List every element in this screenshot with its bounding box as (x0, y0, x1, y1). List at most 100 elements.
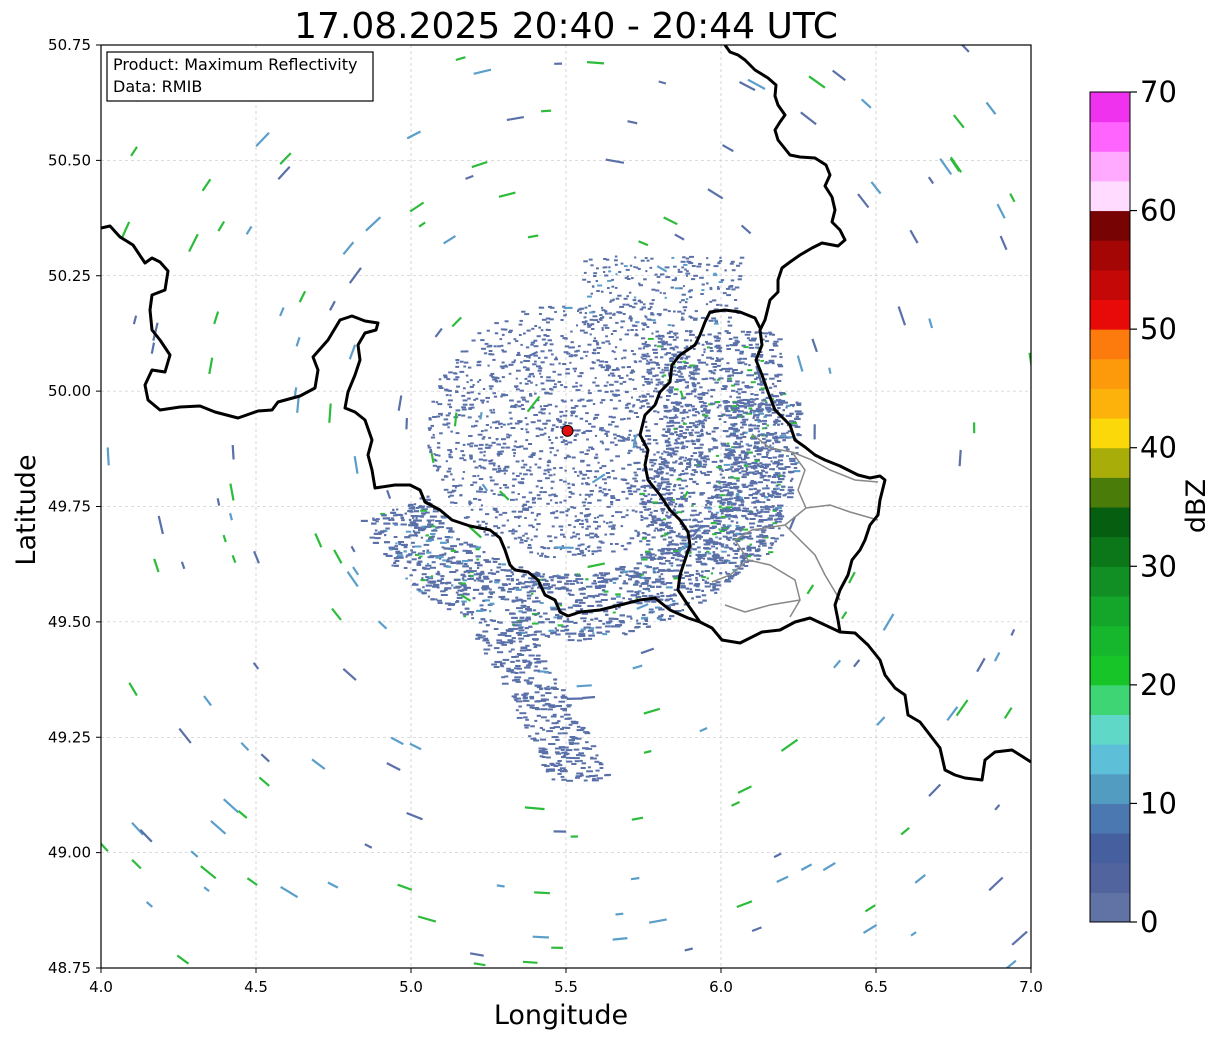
echo-cell (496, 377, 500, 380)
echo-cell (751, 501, 755, 504)
echo-cell (731, 470, 736, 473)
echo-cell (715, 401, 721, 403)
echo-cell (694, 464, 698, 467)
echo-cell (673, 332, 679, 335)
echo-cell (716, 364, 721, 367)
echo-cell (786, 496, 794, 499)
echo-cell (618, 620, 625, 623)
echo-cell (729, 450, 735, 453)
echo-cell (676, 351, 682, 354)
echo-cell (719, 509, 725, 511)
echo-cell (745, 471, 752, 474)
echo-cell (747, 444, 753, 447)
echo-cell (712, 365, 718, 368)
echo-cell (493, 558, 500, 560)
echo-cell (426, 495, 430, 498)
echo-cell (427, 427, 433, 430)
echo-cell (680, 441, 685, 444)
echo-cell (632, 378, 635, 381)
echo-cell (661, 521, 665, 524)
echo-cell (783, 446, 788, 449)
echo-cell (680, 585, 686, 588)
echo-cell (771, 362, 775, 365)
echo-cell (775, 484, 779, 487)
echo-cell (527, 544, 532, 546)
echo-cell (686, 458, 692, 461)
echo-cell (706, 550, 710, 553)
echo-cell (773, 462, 778, 465)
echo-cell (494, 516, 498, 519)
echo-cell (565, 410, 568, 413)
echo-cell (741, 418, 749, 421)
echo-cell (600, 541, 605, 544)
echo-cell (772, 437, 779, 440)
echo-cell (456, 538, 460, 541)
echo-cell (668, 492, 673, 495)
echo-cell (665, 485, 671, 488)
echo-cell (553, 495, 558, 498)
echo-cell (542, 573, 545, 576)
echo-cell (709, 370, 713, 373)
echo-cell (551, 525, 555, 528)
echo-cell (642, 324, 646, 326)
echo-cell (761, 495, 766, 497)
echo-cell (587, 392, 592, 395)
echo-cell (687, 492, 691, 494)
echo-cell (443, 374, 448, 377)
echo-cell (731, 409, 737, 411)
echo-cell (555, 762, 561, 765)
echo-cell (554, 627, 557, 630)
echo-cell (546, 502, 550, 505)
echo-cell (499, 365, 504, 368)
echo-cell (570, 536, 573, 539)
echo-cell (677, 367, 682, 370)
echo-cell (640, 518, 644, 521)
echo-cell (440, 578, 444, 581)
echo-cell (781, 432, 786, 435)
echo-cell (544, 356, 548, 359)
echo-cell (765, 435, 768, 438)
echo-cell (578, 537, 581, 540)
echo-cell (771, 400, 777, 403)
echo-cell (674, 431, 678, 434)
echo-cell (673, 416, 679, 419)
echo-cell (684, 472, 689, 475)
echo-cell (747, 532, 752, 535)
echo-cell (747, 400, 750, 403)
echo-cell (579, 417, 584, 420)
echo-cell (508, 411, 512, 414)
echo-cell (663, 406, 669, 409)
echo-cell (695, 535, 700, 538)
echo-cell (771, 492, 779, 495)
echo-cell (684, 571, 689, 574)
echo-cell (474, 424, 478, 427)
echo-cell (728, 427, 735, 430)
echo-cell (588, 495, 591, 498)
echo-cell (476, 520, 480, 523)
echo-cell (689, 377, 695, 380)
echo-cell (725, 494, 731, 497)
echo-cell (745, 443, 749, 446)
echo-cell (521, 601, 524, 604)
echo-cell (554, 383, 557, 386)
echo-cell (493, 395, 498, 398)
echo-cell (646, 405, 651, 408)
echo-cell (559, 608, 566, 611)
echo-cell (741, 564, 745, 567)
echo-cell (695, 585, 700, 588)
echo-cell (633, 583, 639, 586)
echo-cell (755, 554, 760, 557)
echo-cell (715, 488, 721, 491)
echo-cell (753, 414, 760, 417)
echo-cell (728, 486, 733, 489)
echo-cell (741, 415, 745, 418)
echo-cell (654, 521, 658, 524)
echo-cell (654, 362, 659, 364)
echo-cell (479, 572, 483, 574)
echo-cell (585, 578, 589, 581)
echo-cell (515, 583, 521, 585)
echo-cell (688, 578, 692, 581)
echo-cell (779, 403, 784, 406)
echo-cell (763, 510, 770, 513)
echo-cell (691, 503, 696, 505)
